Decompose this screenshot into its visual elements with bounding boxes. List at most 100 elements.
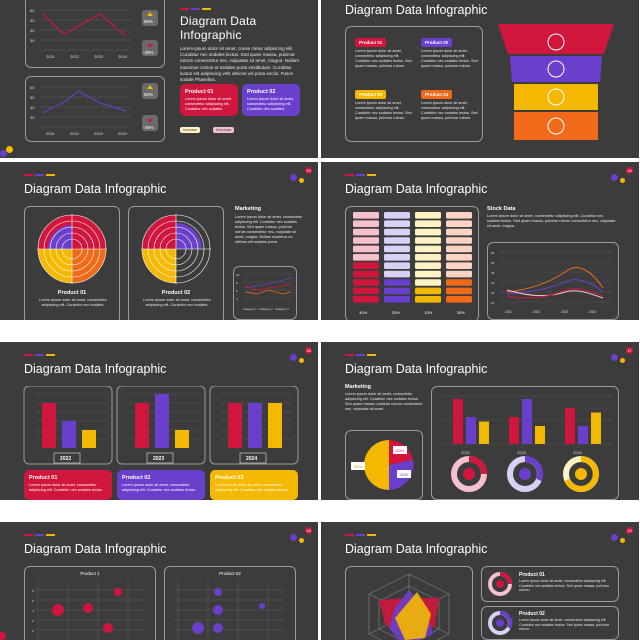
pct-down: -40% [143,50,154,55]
page-title: Diagram Data Infographic [345,542,488,556]
down-arrow-icon [147,119,153,123]
heart-icon [547,33,565,51]
x-tick: 2024 [118,131,128,136]
year-label: 2022 [60,456,71,462]
stack-block [353,254,379,261]
x-tick: 2023 [94,131,104,136]
slide-6[interactable]: 17 Diagram Data Infographic Marketing Lo… [321,342,639,500]
line-chart-panel-top: 60 50 40 30 2021 2022 2023 2024 60% -40% [25,0,165,68]
product-card-2[interactable]: Product 02 Lorem ipsum dolor sit amet, c… [242,84,300,116]
product-card-1[interactable]: Product 01 Lorem ipsum dolor sit amet, c… [24,470,112,500]
y-tick: 60 [491,251,495,255]
slide-5[interactable]: 16 Diagram Data Infographic 2022 2023 2024… [0,342,318,500]
year-panel [116,386,206,465]
y-tick: 60 [30,8,35,13]
page-title: Diagram Data Infographic [345,182,488,196]
legend-increase: Increase [180,127,200,133]
slide-8[interactable]: 19 Diagram Data Infographic Product 01 L… [321,522,639,640]
decor-dot [299,538,304,543]
y-tick: 50 [30,18,35,23]
funnel-chart [498,24,614,140]
decor-dot [290,354,297,361]
x-tick: 2024 [118,54,128,59]
product-1-title: Product 01 [519,572,545,578]
grouped-bar-chart: 2022 2023 2024 [441,395,611,455]
stack-block [384,237,410,244]
slide-4[interactable]: 16 Diagram Data Infographic 40% 20% 10% … [321,162,639,320]
y-tick: 50 [491,261,495,265]
pct-labels: 40% 20% 10% 30% [347,310,477,315]
product-card-2[interactable]: Product 02 Lorem ipsum dolor sit amet, c… [117,470,205,500]
y-tick: 40 [491,271,495,275]
year-tag [146,452,174,464]
slide-7[interactable]: 18 Diagram Data Infographic Product 1 Pr… [0,522,318,640]
stack-block [446,237,472,244]
product-card-3[interactable]: Product 03 Lorem ipsum dolor sit amet, c… [210,470,298,500]
scatter-2-title: Product 02 [219,571,241,576]
stack-block [384,220,410,227]
page-title: Diagram Data Infographic [345,3,488,17]
stack-block [415,262,441,269]
marketing-title: Marketing [235,206,261,212]
slide-1[interactable]: 60 50 40 30 2021 2022 2023 2024 60% -40% [0,0,318,158]
bar [479,421,489,444]
products-panel [345,26,483,142]
body-text: Lorem ipsum dolor sit amet, conse ctetur… [180,46,299,83]
slide-3[interactable]: 15 Diagram Data Infographic Product 01 L… [0,162,318,320]
stack-block [446,270,472,278]
stacked-blocks-panel [345,206,479,320]
up-arrow-icon [147,85,153,89]
x-tick: 2022 [533,310,540,314]
bar [535,426,545,444]
x-tick: Category 2 [259,307,273,311]
scatter-panel-2 [164,566,296,640]
line-chart-bottom: 60 50 40 30 2021 2022 2023 2024 60% -40% [30,83,158,136]
x-tick: 2024 [573,450,583,455]
decor-dot [299,178,304,183]
mini-line-panel [233,266,297,320]
y-tick: 50 [30,95,35,100]
stack-block [353,245,379,253]
decor-dot [620,178,625,183]
decor-dot [620,538,625,543]
stack-block [384,228,410,236]
decor-dot [0,632,6,640]
stacked-block-chart [353,212,472,303]
product-1-text: Lorem ipsum dolor sit amet, consectetur … [39,298,107,307]
product-1-text: Lorem ipsum dolor sit amet, consectetur … [519,579,609,593]
funnel-level-4 [514,112,598,140]
stack-block [353,287,379,295]
coin-icon [575,468,587,480]
decor-dot [299,358,304,363]
year-tag [53,452,81,464]
stack-block [384,287,410,295]
year-label: 2023 [153,456,164,462]
scatter-chart-1: 6 5 4 3 2 [32,582,144,640]
y-tick: 60 [30,85,35,90]
stack-block [353,220,379,227]
page-title: Diagram Data Infographic [24,362,167,376]
settings-icon [547,60,565,78]
x-tick: 2024 [589,310,596,314]
bar [522,399,532,444]
stack-block [384,270,410,278]
page-title: Diagram Data Infographic [24,542,167,556]
x-tick: 2021 [505,310,512,314]
stack-block [384,254,410,261]
stack-block [415,270,441,278]
product-panel-1[interactable] [481,566,619,602]
slide-2[interactable]: Diagram Data Infographic Product 01 Lore… [321,0,639,158]
stock-title: Stock Data [487,206,516,212]
bar [248,403,262,448]
decor-dot [611,354,618,361]
radial-chart-1 [37,214,107,284]
donut-icons [451,455,599,492]
stack-block [384,279,410,286]
stack-block [415,220,441,227]
stack-block [446,220,472,227]
down-arrow-icon [147,44,153,48]
y-tick: 40 [30,105,35,110]
product-card-1[interactable]: Product 01 Lorem ipsum dolor sit amet, c… [180,84,238,116]
page-number: 17 [626,347,633,354]
increase-box [142,10,158,26]
